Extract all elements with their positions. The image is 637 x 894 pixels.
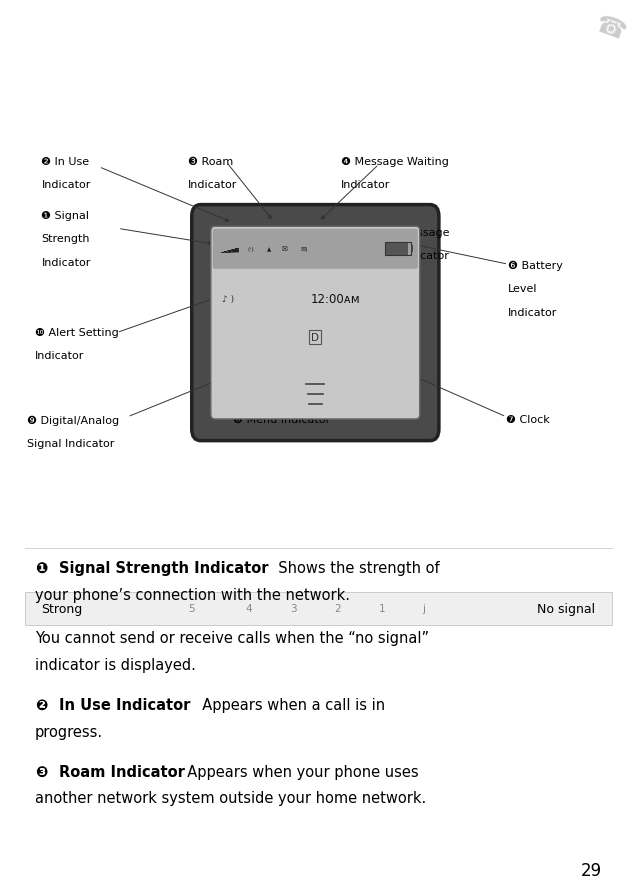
Text: ❶ Signal: ❶ Signal	[41, 211, 89, 221]
Bar	[386, 244, 408, 256]
Text: Indicator: Indicator	[188, 180, 238, 190]
Text: ▲: ▲	[267, 247, 271, 252]
Text: ❽ Menu Indicator: ❽ Menu Indicator	[233, 415, 329, 425]
Text: your phone’s connection with the network.: your phone’s connection with the network…	[35, 587, 350, 603]
Text: 4: 4	[245, 603, 252, 613]
Text: ☎: ☎	[592, 13, 629, 46]
Text: another network system outside your home network.: another network system outside your home…	[35, 790, 426, 805]
Text: j: j	[422, 603, 425, 613]
Text: ❹ Message Waiting: ❹ Message Waiting	[341, 156, 448, 166]
Text: In Use Indicator: In Use Indicator	[59, 697, 190, 712]
Text: Indicator: Indicator	[41, 180, 91, 190]
Text: Roam Indicator: Roam Indicator	[59, 763, 185, 779]
Text: ❺ Voice Message: ❺ Voice Message	[354, 227, 449, 238]
Text: ♪ ): ♪ )	[222, 294, 234, 303]
Text: Indicator: Indicator	[341, 180, 390, 190]
Text: ❶: ❶	[35, 561, 47, 576]
Text: Shows the strength of: Shows the strength of	[269, 561, 440, 576]
Text: Appears when a call is in: Appears when a call is in	[193, 697, 385, 712]
Text: Waiting Indicator: Waiting Indicator	[354, 250, 448, 261]
Text: ❷: ❷	[35, 697, 47, 712]
FancyBboxPatch shape	[213, 230, 418, 269]
Text: 12:00ᴀᴍ: 12:00ᴀᴍ	[311, 292, 361, 305]
Text: Indicator: Indicator	[35, 350, 85, 361]
Text: Indicator: Indicator	[508, 308, 558, 317]
Text: ❼ Clock: ❼ Clock	[506, 415, 550, 425]
Text: Strong: Strong	[41, 603, 83, 615]
Text: Indicator: Indicator	[41, 257, 91, 267]
Text: Signal Indicator: Signal Indicator	[27, 438, 114, 448]
Text: ❷ In Use: ❷ In Use	[41, 156, 90, 166]
Text: Signal Strength Indicator: Signal Strength Indicator	[59, 561, 269, 576]
Text: ❸ Roam: ❸ Roam	[188, 156, 233, 166]
Text: ❿ Alert Setting: ❿ Alert Setting	[35, 327, 118, 337]
Text: You cannot send or receive calls when the “no signal”: You cannot send or receive calls when th…	[35, 630, 429, 645]
FancyBboxPatch shape	[211, 227, 420, 419]
Text: ❻ Battery: ❻ Battery	[508, 261, 563, 271]
Text: ▁▂▃▄▅: ▁▂▃▄▅	[220, 247, 238, 252]
Text: No signal: No signal	[538, 603, 596, 615]
Text: About Your Phone: About Your Phone	[161, 19, 399, 42]
Text: progress.: progress.	[35, 723, 103, 738]
Text: 3: 3	[290, 603, 296, 613]
Text: Level: Level	[508, 284, 538, 294]
Text: 2: 2	[334, 603, 341, 613]
Text: Strength: Strength	[41, 234, 90, 244]
Text: ❸: ❸	[35, 763, 47, 779]
Bar	[411, 246, 413, 253]
Text: 1: 1	[379, 603, 385, 613]
FancyBboxPatch shape	[25, 592, 612, 626]
Text: 29: 29	[581, 861, 602, 879]
Text: D: D	[311, 333, 319, 342]
Text: ✉: ✉	[282, 247, 287, 252]
Text: ✉): ✉)	[301, 247, 308, 252]
Text: (⋅): (⋅)	[248, 247, 255, 252]
Text: 5: 5	[188, 603, 194, 613]
Bar	[385, 243, 411, 257]
Text: Appears when your phone uses: Appears when your phone uses	[178, 763, 419, 779]
FancyBboxPatch shape	[192, 206, 439, 441]
Text: ❾ Digital/Analog: ❾ Digital/Analog	[27, 415, 119, 426]
Text: indicator is displayed.: indicator is displayed.	[35, 657, 196, 672]
